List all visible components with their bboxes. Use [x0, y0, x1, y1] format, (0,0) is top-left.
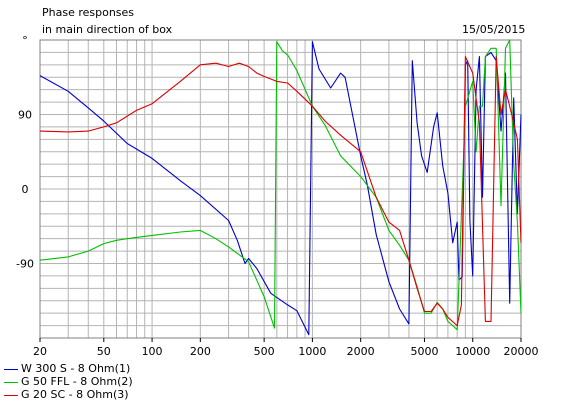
x-tick-label: 10000	[455, 345, 490, 358]
y-tick-label: °	[22, 34, 28, 47]
legend-entry: G 50 FFL - 8 Ohm(2)	[4, 375, 133, 388]
x-tick-label: 500	[254, 345, 275, 358]
chart-title: Phase responses	[42, 6, 135, 19]
legend-entry: G 20 SC - 8 Ohm(3)	[4, 388, 129, 401]
legend-label: G 20 SC - 8 Ohm(3)	[21, 388, 129, 401]
legend-swatch	[4, 368, 18, 370]
legend-entry: W 300 S - 8 Ohm(1)	[4, 362, 130, 375]
x-tick-label: 5000	[410, 345, 438, 358]
plot-border	[39, 39, 522, 339]
chart-date: 15/05/2015	[462, 23, 526, 36]
x-tick-label: 100	[142, 345, 163, 358]
x-tick-label: 20000	[504, 345, 539, 358]
tick-labels: 20 50 100 200 500 1000 2000 5000 10000 20000 ° 90 0 -…	[16, 34, 538, 358]
legend-swatch	[4, 394, 18, 396]
series-line	[39, 41, 522, 336]
legend-swatch	[4, 381, 18, 383]
legend-label: G 50 FFL - 8 Ohm(2)	[21, 375, 133, 388]
series-lines	[39, 39, 522, 336]
y-tick-label: -90	[16, 258, 34, 271]
series-line	[39, 56, 522, 327]
chart-subtitle: in main direction of box	[42, 23, 173, 36]
y-tick-label: 0	[22, 183, 29, 196]
x-tick-label: 20	[33, 345, 47, 358]
x-tick-label: 1000	[298, 345, 326, 358]
grid	[39, 39, 522, 339]
legend-label: W 300 S - 8 Ohm(1)	[21, 362, 131, 375]
y-tick-label: 90	[18, 109, 32, 122]
axes	[39, 39, 522, 342]
series-line	[39, 39, 522, 331]
x-tick-label: 2000	[347, 345, 375, 358]
x-tick-label: 200	[190, 345, 211, 358]
x-tick-label: 50	[97, 345, 111, 358]
